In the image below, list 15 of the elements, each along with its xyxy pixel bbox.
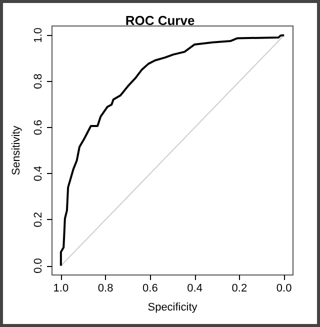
y-tick-label: 0.2: [32, 212, 44, 228]
y-tick-label: 0.4: [32, 166, 44, 182]
x-tick-label: 0.4: [187, 282, 202, 294]
x-tick-label: 0.2: [232, 282, 248, 294]
y-tick-label: 0.0: [32, 258, 44, 274]
y-tick-label: 0.6: [32, 120, 44, 136]
x-tick-label: 0.6: [142, 282, 158, 294]
x-tick-label: 0.0: [276, 282, 292, 294]
y-axis-title: Sensitivity: [10, 125, 22, 176]
chart-title: ROC Curve: [125, 13, 195, 28]
x-tick-label: 0.8: [98, 282, 114, 294]
x-axis-title: Specificity: [148, 302, 198, 314]
y-tick-label: 0.8: [32, 74, 44, 89]
x-tick-label: 1.0: [53, 282, 69, 294]
y-tick-label: 1.0: [32, 28, 44, 43]
